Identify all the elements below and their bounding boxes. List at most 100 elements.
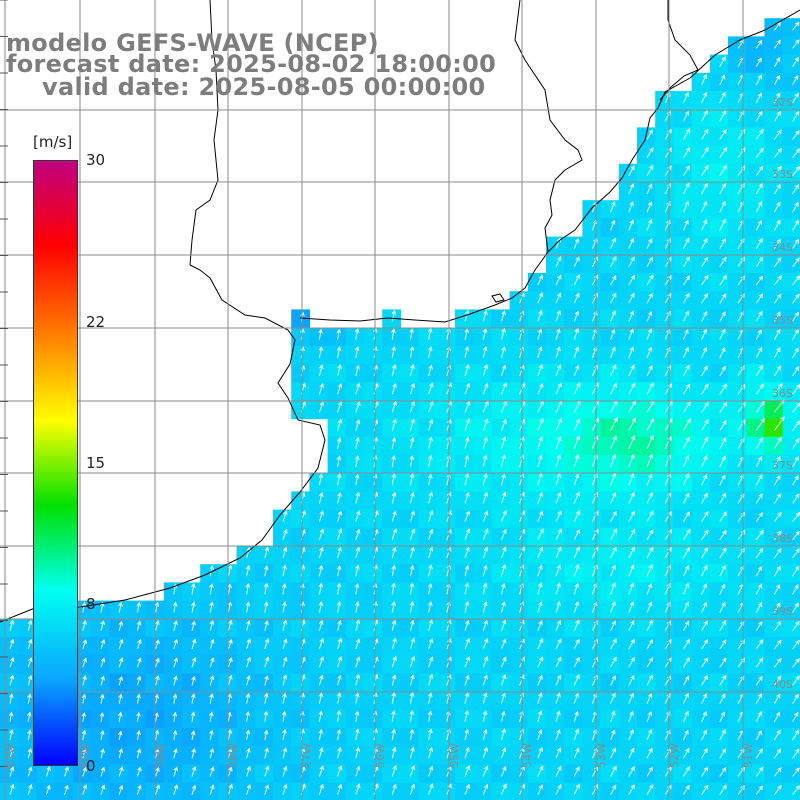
- wind-arrow: [482, 546, 489, 559]
- longitude-labels: 61W 60W 59W 58W 57W 56W 55W 54W 53W 52W 51W: [4, 743, 755, 768]
- wind-arrow: [173, 675, 178, 686]
- wind-arrow: [646, 201, 653, 213]
- wind-arrow: [573, 418, 581, 431]
- wind-arrow: [9, 693, 14, 704]
- wind-speed-cell: [618, 491, 638, 511]
- wind-speed-cell: [200, 691, 219, 711]
- wind-arrow: [464, 528, 471, 540]
- wind-speed-cell: [637, 691, 656, 711]
- wind-speed-cell: [473, 764, 492, 784]
- wind-arrow: [755, 275, 764, 286]
- wind-arrow: [792, 238, 800, 249]
- wind-arrow: [27, 619, 33, 631]
- wind-arrow: [482, 783, 489, 795]
- wind-speed-cell: [728, 91, 747, 110]
- wind-arrow: [555, 274, 562, 286]
- wind-arrow: [354, 327, 360, 340]
- wind-arrow: [427, 583, 433, 595]
- wind-speed-cell: [382, 382, 401, 401]
- wind-arrow: [719, 601, 726, 613]
- longitude-label: 51W: [742, 743, 755, 768]
- wind-speed-cell: [527, 709, 547, 729]
- wind-speed-cell: [273, 637, 292, 656]
- wind-arrow: [573, 692, 579, 704]
- wind-arrow: [755, 182, 763, 195]
- wind-arrow: [82, 619, 87, 631]
- wind-speed-cell: [637, 127, 656, 147]
- wind-speed-cell: [546, 254, 565, 274]
- wind-arrow: [391, 400, 397, 413]
- wind-speed-cell: [291, 746, 310, 765]
- wind-arrow: [573, 674, 580, 686]
- wind-speed-cell: [764, 509, 784, 529]
- wind-arrow: [719, 328, 726, 340]
- wind-arrow: [792, 658, 800, 668]
- wind-speed-cell: [109, 618, 128, 638]
- wind-speed-cell: [746, 127, 765, 147]
- wind-arrow: [282, 692, 287, 704]
- wind-arrow: [646, 674, 653, 686]
- wind-arrow: [592, 766, 598, 777]
- wind-arrow: [610, 292, 617, 304]
- wind-speed-cell: [782, 145, 800, 165]
- wind-speed-cell: [400, 491, 420, 511]
- colorbar-tick-label: 22: [86, 312, 106, 331]
- wind-arrow: [409, 564, 415, 577]
- wind-speed-cell: [327, 782, 347, 800]
- wind-arrow: [628, 620, 635, 631]
- wind-speed-cell: [709, 382, 729, 401]
- wind-arrow: [391, 764, 397, 777]
- wind-arrow: [500, 382, 507, 395]
- wind-arrow: [464, 765, 471, 777]
- wind-speed-cell: [455, 728, 474, 747]
- wind-arrow: [628, 274, 635, 286]
- wind-arrow: [391, 436, 397, 449]
- wind-speed-cell: [364, 564, 383, 583]
- wind-arrow: [227, 729, 233, 741]
- wind-speed-cell: [509, 655, 529, 674]
- wind-arrow: [719, 766, 727, 777]
- wind-speed-cell: [0, 618, 19, 638]
- wind-speed-cell: [309, 782, 329, 800]
- wind-speed-cell: [200, 728, 219, 747]
- wind-speed-cell: [564, 637, 583, 656]
- colorbar-unit-label: [m/s]: [33, 133, 73, 151]
- wind-arrow: [136, 693, 141, 704]
- wind-arrow: [118, 693, 123, 704]
- wind-arrow: [646, 365, 653, 377]
- wind-speed-cell: [109, 709, 128, 729]
- wind-arrow: [755, 437, 763, 450]
- wind-speed-cell: [618, 364, 638, 383]
- wind-speed-cell: [618, 400, 638, 420]
- wind-speed-cell: [709, 455, 729, 474]
- wind-arrow: [573, 327, 580, 340]
- wind-speed-cell: [746, 36, 765, 56]
- wind-speed-cell: [418, 655, 438, 674]
- wind-speed-cell: [782, 637, 800, 656]
- wind-speed-cell: [728, 582, 747, 602]
- wind-arrow: [683, 492, 690, 504]
- wind-speed-cell: [746, 200, 765, 219]
- wind-speed-cell: [673, 109, 693, 128]
- wind-arrow: [428, 638, 434, 650]
- wind-speed-cell: [473, 382, 492, 401]
- wind-speed-cell: [473, 618, 492, 638]
- wind-speed-cell: [782, 782, 800, 800]
- wind-arrow: [500, 436, 507, 449]
- wind-arrow: [555, 656, 562, 668]
- wind-speed-cell: [109, 600, 128, 620]
- wind-speed-cell: [418, 746, 438, 765]
- wind-arrow: [719, 564, 726, 577]
- wind-arrow: [755, 293, 764, 304]
- wind-arrow: [428, 491, 434, 504]
- wind-speed-cell: [618, 782, 638, 800]
- wind-speed-cell: [691, 400, 711, 420]
- wind-arrow: [774, 219, 781, 231]
- wind-arrow: [337, 546, 342, 559]
- colorbar-tick-label: 15: [86, 454, 106, 472]
- wind-arrow: [646, 473, 653, 486]
- wind-speed-cell: [509, 564, 529, 583]
- wind-speed-cell: [200, 746, 219, 765]
- wind-speed-cell: [109, 782, 128, 800]
- wind-arrow: [701, 711, 707, 722]
